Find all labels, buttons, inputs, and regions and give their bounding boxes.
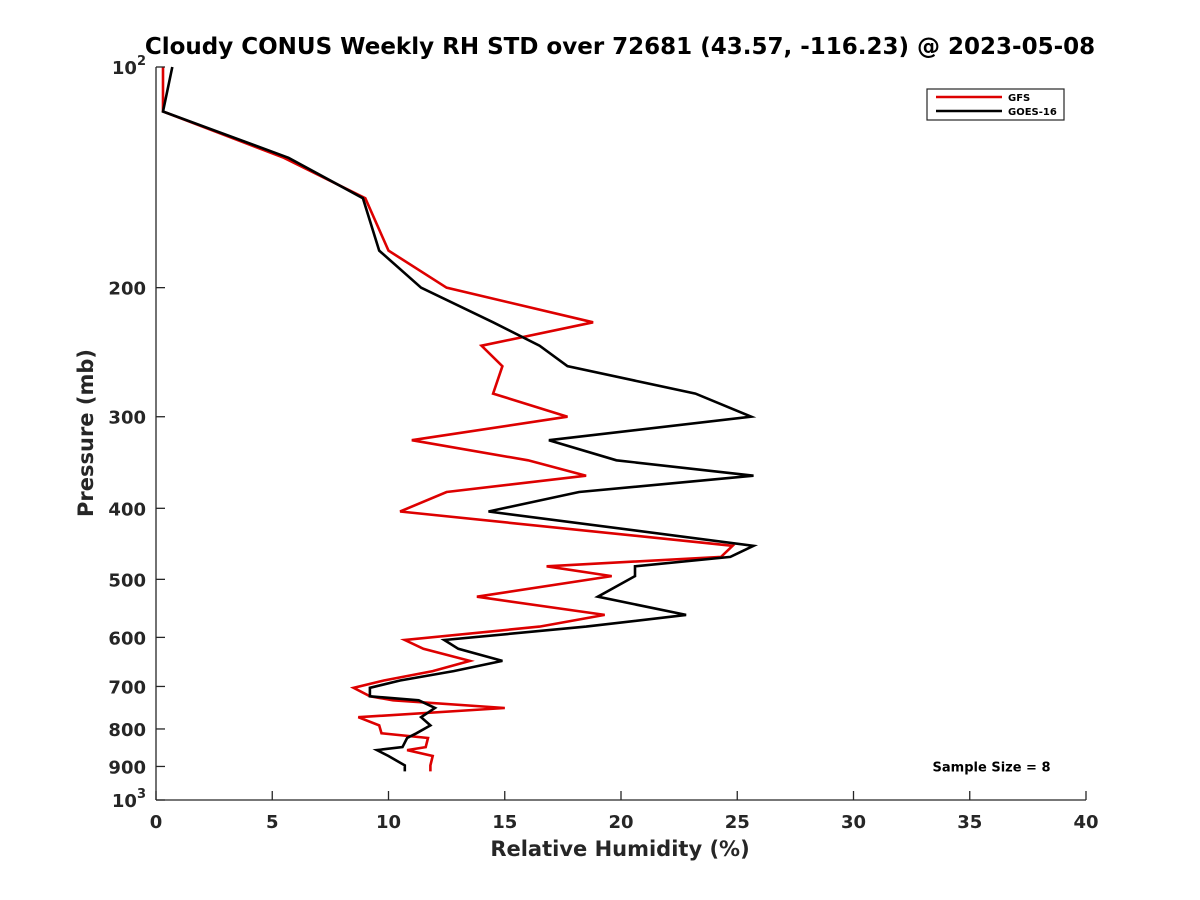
series-line-goes-16 [161, 66, 759, 772]
y-tick-label: 800 [108, 720, 146, 741]
x-tick-label: 5 [266, 812, 279, 833]
y-tick-label: 200 [108, 279, 146, 300]
x-tick-label: 10 [376, 812, 401, 833]
series-layer [161, 66, 759, 772]
sample-size-annotation: Sample Size = 8 [933, 760, 1051, 775]
y-axis-label: Pressure (mb) [74, 349, 98, 517]
chart-title: Cloudy CONUS Weekly RH STD over 72681 (4… [145, 34, 1095, 60]
x-tick-label: 35 [957, 812, 982, 833]
x-tick-label: 15 [492, 812, 517, 833]
legend-box [926, 88, 1065, 121]
x-axis-label: Relative Humidity (%) [490, 837, 749, 861]
x-tick-label: 20 [608, 812, 633, 833]
x-axis-ticks: 0 5 10 15 20 25 30 35 40 [150, 791, 1099, 833]
x-tick-label: 0 [150, 812, 163, 833]
y-tick-label: 500 [108, 570, 146, 591]
legend: GFS GOES-16 [926, 88, 1065, 121]
y-tick-label: 300 [108, 408, 146, 429]
y-tick-label: 900 [108, 757, 146, 778]
legend-label-gfs: GFS [1008, 93, 1030, 104]
y-axis-ticks: 102 200 300 400 500 600 700 800 900 103 [108, 54, 165, 812]
y-tick-label: 103 [112, 787, 146, 812]
series-line-gfs [161, 67, 736, 772]
y-tick-label: 400 [108, 499, 146, 520]
x-tick-label: 30 [841, 812, 866, 833]
x-tick-label: 25 [725, 812, 750, 833]
y-tick-label: 600 [108, 628, 146, 649]
y-tick-label: 102 [112, 54, 146, 79]
x-tick-label: 40 [1073, 812, 1098, 833]
y-tick-label: 700 [108, 677, 146, 698]
legend-label-goes-16: GOES-16 [1008, 107, 1057, 118]
